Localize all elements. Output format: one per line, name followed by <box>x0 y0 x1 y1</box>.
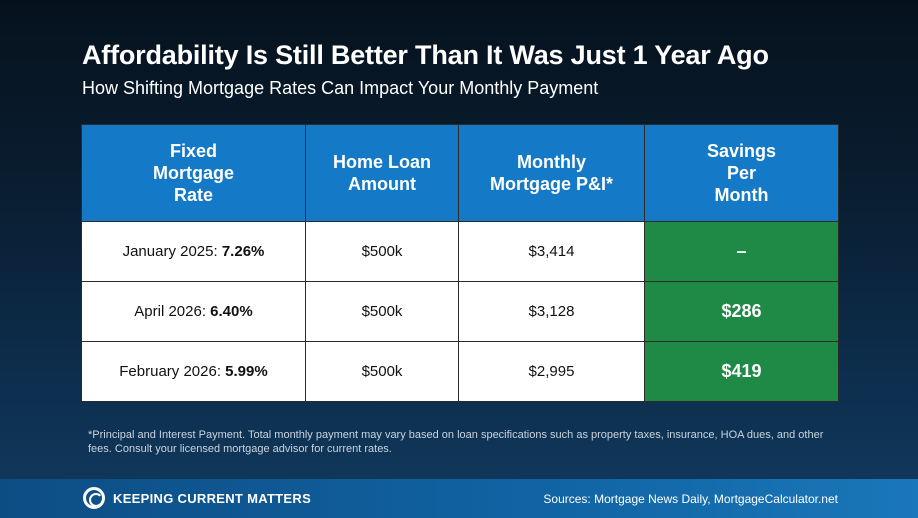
rate-date: January 2025: <box>122 243 222 260</box>
rate-date: February 2026: <box>119 363 226 380</box>
rate-value: 5.99% <box>225 363 268 380</box>
header-line: Mortgage <box>153 163 234 183</box>
header-line: Mortgage P&I* <box>489 174 613 194</box>
kcm-swirl-logo-icon <box>83 487 105 509</box>
header-savings-per-month: Savings Per Month <box>644 124 839 222</box>
header-home-loan-amount: Home Loan Amount <box>305 124 459 222</box>
payment-cell: $2,995 <box>458 341 645 402</box>
page-subtitle: How Shifting Mortgage Rates Can Impact Y… <box>82 78 599 98</box>
footer-bar: Keeping Current Matters Sources: Mortgag… <box>0 479 918 518</box>
header-monthly-payment: Monthly Mortgage P&I* <box>458 124 645 222</box>
loan-cell: $500k <box>305 221 459 282</box>
page-title: Affordability Is Still Better Than It Wa… <box>82 40 769 70</box>
rate-value: 7.26% <box>221 243 265 260</box>
savings-cell: – <box>644 221 839 282</box>
rate-value: 6.40% <box>210 303 253 320</box>
mortgage-rates-table: Fixed Mortgage Rate Home Loan Amount Mon… <box>81 124 839 402</box>
savings-cell: $286 <box>644 281 839 342</box>
loan-cell: $500k <box>305 281 459 342</box>
header-line: Per <box>726 163 757 183</box>
header-line: Home Loan <box>332 152 431 172</box>
header-line: Rate <box>173 185 213 205</box>
header-line: Fixed <box>169 141 217 161</box>
brand-name: Keeping Current Matters <box>113 490 312 506</box>
header-line: Month <box>714 185 769 205</box>
table-row: January 2025: 7.26% $500k $3,414 – <box>81 221 839 282</box>
payment-cell: $3,128 <box>458 281 645 342</box>
payment-cell: $3,414 <box>458 221 645 282</box>
savings-cell: $419 <box>644 341 839 402</box>
rate-cell: April 2026: 6.40% <box>81 281 306 342</box>
rate-cell: February 2026: 5.99% <box>81 341 306 402</box>
rate-date: April 2026: <box>134 303 211 320</box>
table-header-row: Fixed Mortgage Rate Home Loan Amount Mon… <box>81 124 839 222</box>
table-row: April 2026: 6.40% $500k $3,128 $286 <box>81 281 839 342</box>
brand-logo[interactable]: Keeping Current Matters <box>83 487 311 509</box>
header-line: Monthly <box>517 152 586 172</box>
sources-text: Sources: Mortgage News Daily, MortgageCa… <box>543 492 838 506</box>
header-line: Savings <box>706 141 777 161</box>
table-row: February 2026: 5.99% $500k $2,995 $419 <box>81 341 839 402</box>
loan-cell: $500k <box>305 341 459 402</box>
header-fixed-mortgage-rate: Fixed Mortgage Rate <box>81 124 306 222</box>
footnote: *Principal and Interest Payment. Total m… <box>88 429 824 455</box>
rate-cell: January 2025: 7.26% <box>81 221 306 282</box>
header-line: Amount <box>348 174 416 194</box>
